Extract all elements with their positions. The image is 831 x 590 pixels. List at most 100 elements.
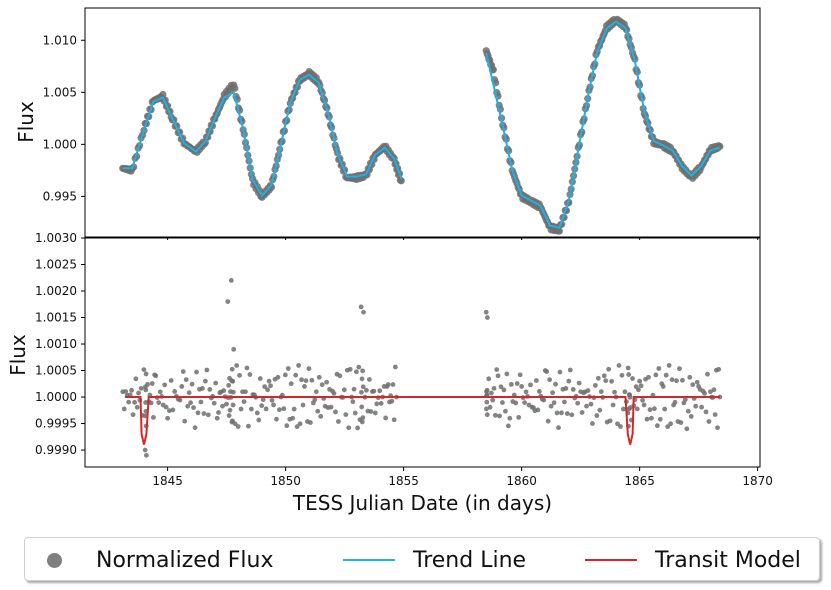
flux-point [514, 381, 520, 386]
flux-point [350, 399, 356, 405]
flux-point [241, 399, 247, 405]
flux-point [313, 389, 319, 395]
flux-point [562, 399, 567, 405]
flux-point [715, 425, 720, 431]
flux-point [246, 423, 251, 429]
flux-point [341, 387, 347, 393]
flux-point [389, 398, 395, 404]
flux-point [595, 375, 601, 381]
flux-point [324, 379, 330, 385]
flux-point [290, 415, 296, 421]
y-tick-label: 0.9990 [35, 443, 77, 457]
flux-point [225, 299, 231, 305]
flux-point [328, 404, 334, 410]
flux-point [536, 389, 542, 394]
flux-point [553, 381, 558, 387]
flux-point [646, 374, 651, 380]
flux-point [254, 410, 260, 416]
flux-point [606, 366, 612, 372]
flux-point [263, 406, 269, 412]
flux-point [533, 378, 539, 383]
flux-point [392, 364, 398, 370]
flux-point [559, 410, 564, 416]
bottom-y-axis-label: Flux [6, 334, 30, 376]
flux-point [172, 389, 178, 394]
flux-point [575, 400, 581, 406]
flux-point [235, 424, 241, 429]
flux-point [191, 405, 196, 411]
bottom-plot-data [120, 278, 723, 458]
flux-point [576, 380, 582, 386]
flux-point [275, 374, 281, 380]
flux-point [148, 400, 154, 406]
flux-point [641, 402, 647, 408]
flux-point [504, 371, 510, 377]
flux-point [346, 425, 352, 431]
flux-point [186, 390, 192, 396]
legend-line-icon [585, 559, 637, 561]
flux-point [268, 383, 273, 389]
flux-point [224, 401, 229, 407]
flux-point [151, 414, 156, 420]
flux-point [500, 400, 505, 405]
flux-point [656, 366, 662, 371]
flux-point [360, 368, 366, 374]
flux-point [228, 278, 234, 283]
flux-point [185, 403, 191, 409]
flux-point [640, 397, 645, 403]
flux-point [708, 389, 713, 395]
flux-point [309, 377, 315, 383]
flux-point [588, 401, 594, 407]
flux-point [130, 412, 136, 418]
flux-point [657, 416, 663, 422]
flux-point [566, 378, 572, 384]
flux-point [494, 367, 500, 373]
flux-point [385, 382, 391, 387]
flux-point [391, 417, 397, 423]
flux-point [142, 447, 148, 453]
flux-point [517, 372, 523, 378]
flux-point [618, 424, 623, 429]
x-tick-label: 1850 [270, 474, 301, 488]
flux-point [548, 403, 554, 409]
flux-point [609, 378, 615, 384]
flux-point [554, 410, 560, 416]
flux-point [544, 369, 550, 374]
flux-point [654, 423, 660, 429]
flux-point [487, 404, 493, 410]
flux-point [189, 381, 195, 387]
flux-point [352, 410, 358, 416]
flux-point [179, 384, 185, 389]
flux-point [333, 409, 338, 415]
legend-label: Trend Line [413, 547, 527, 573]
transit-model-line [125, 396, 720, 445]
x-tick-label: 1860 [506, 474, 537, 488]
flux-point [170, 407, 176, 413]
flux-point [213, 380, 219, 386]
top-plot-frame [84, 7, 761, 238]
flux-point [143, 452, 149, 458]
flux-point [668, 421, 674, 427]
flux-point [483, 309, 489, 315]
flux-point [123, 389, 129, 394]
flux-point [183, 377, 189, 383]
flux-point [136, 390, 141, 396]
legend: Normalized Flux Trend Line Transit Model [24, 537, 820, 581]
flux-point [347, 366, 353, 372]
flux-point [200, 386, 205, 391]
flux-point [291, 406, 297, 412]
flux-point [162, 382, 168, 388]
flux-point [243, 389, 248, 395]
flux-point [638, 383, 644, 389]
flux-point [556, 425, 561, 431]
top-y-ticks: 0.995 1.000 1.005 1.010 [43, 33, 759, 240]
flux-point [484, 387, 490, 393]
flux-point [663, 372, 669, 378]
flux-point [627, 394, 633, 400]
y-tick-label: 1.0030 [35, 231, 77, 245]
x-tick-label: 1855 [388, 474, 419, 488]
flux-point [626, 372, 632, 377]
flux-point [153, 373, 159, 379]
flux-point [226, 382, 232, 388]
flux-point [359, 419, 365, 425]
